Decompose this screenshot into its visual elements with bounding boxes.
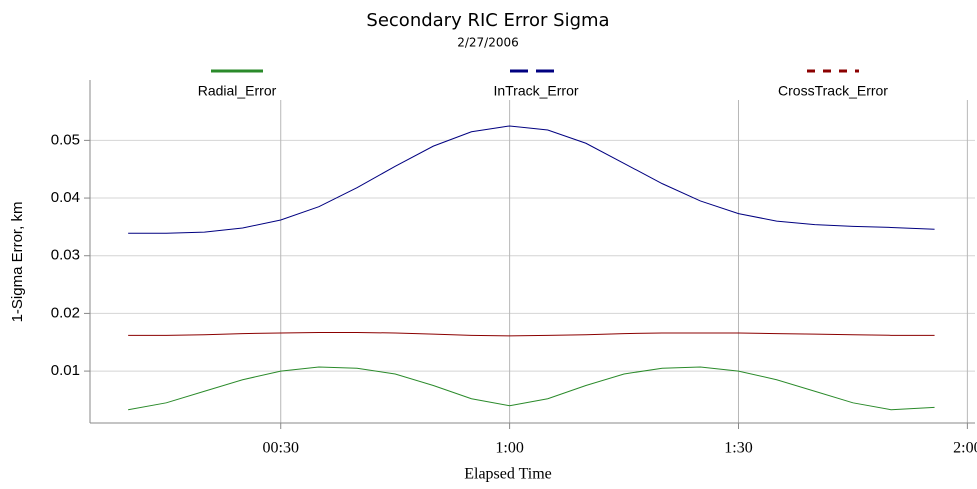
y-axis-label: 1-Sigma Error, km bbox=[9, 202, 26, 323]
x-tick-label: 1:30 bbox=[724, 440, 752, 457]
y-tick-label: 0.04 bbox=[51, 189, 80, 206]
x-tick-label: 00:30 bbox=[263, 440, 299, 457]
y-tick-label: 0.01 bbox=[51, 362, 80, 379]
y-tick-label: 0.02 bbox=[51, 304, 80, 321]
legend-label: CrossTrack_Error bbox=[778, 83, 888, 99]
y-tick-label: 0.05 bbox=[51, 131, 80, 148]
series-line bbox=[128, 331, 935, 337]
x-tick-label: 1:00 bbox=[495, 440, 523, 457]
x-axis-label: Elapsed Time bbox=[464, 466, 552, 483]
legend-label: Radial_Error bbox=[198, 83, 277, 99]
series-line bbox=[128, 125, 935, 234]
chart-title: Secondary RIC Error Sigma bbox=[366, 10, 609, 31]
series-line bbox=[128, 366, 935, 411]
y-tick-label: 0.03 bbox=[51, 247, 80, 264]
x-tick-label: 2:00 bbox=[953, 440, 977, 457]
chart-subtitle: 2/27/2006 bbox=[457, 36, 519, 50]
legend-label: InTrack_Error bbox=[493, 83, 578, 99]
